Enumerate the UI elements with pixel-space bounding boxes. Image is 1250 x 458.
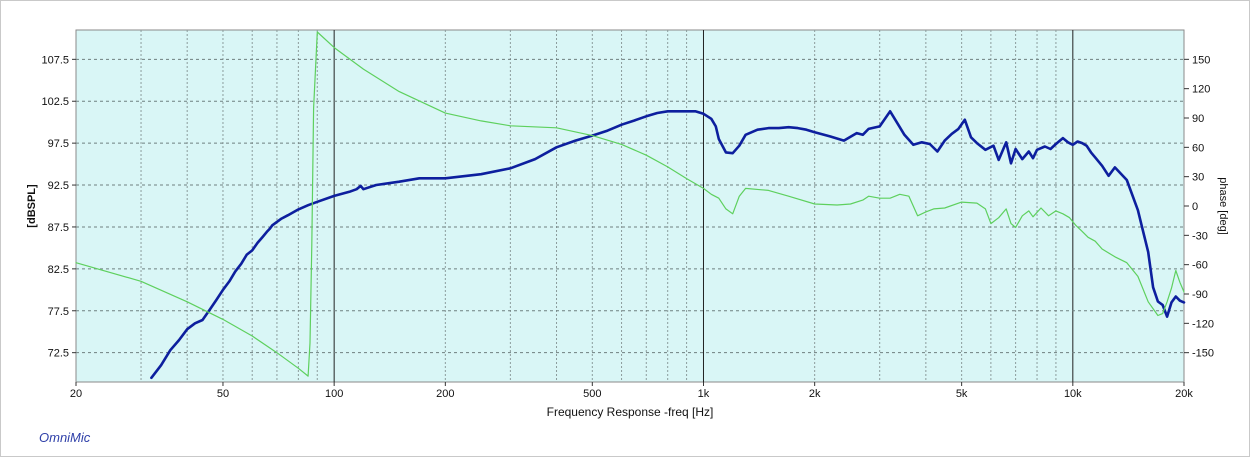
y2-tick-label: -30 <box>1192 230 1208 242</box>
y2-tick-label: 150 <box>1192 54 1210 66</box>
x-tick-label: 5k <box>956 388 968 400</box>
y2-tick-label: 120 <box>1192 84 1210 96</box>
y-tick-label: 82.5 <box>48 264 69 276</box>
y2-tick-label: 30 <box>1192 172 1204 184</box>
y2-tick-label: 0 <box>1192 201 1198 213</box>
y2-tick-label: 60 <box>1192 142 1204 154</box>
plot-area <box>75 29 1185 383</box>
y2-tick-label: -90 <box>1192 289 1208 301</box>
y-tick-label: 97.5 <box>48 138 69 150</box>
x-tick-label: 100 <box>325 388 343 400</box>
x-tick-label: 2k <box>809 388 821 400</box>
y2-axis-title: phase [deg] <box>1217 177 1229 235</box>
y-tick-label: 87.5 <box>48 222 69 234</box>
x-axis-title: Frequency Response -freq [Hz] <box>547 405 714 419</box>
x-tick-label: 50 <box>217 388 229 400</box>
y2-tick-label: -60 <box>1192 260 1208 272</box>
x-tick-label: 10k <box>1064 388 1082 400</box>
phase-series-line <box>75 31 1185 377</box>
y2-tick-label: -120 <box>1192 318 1214 330</box>
y-tick-label: 72.5 <box>48 348 69 360</box>
y-tick-label: 102.5 <box>41 96 69 108</box>
y-tick-label: 107.5 <box>41 54 69 66</box>
x-tick-label: 200 <box>436 388 454 400</box>
y-tick-label: 92.5 <box>48 180 69 192</box>
spl-series-line <box>150 110 1186 380</box>
y2-tick-label: -150 <box>1192 348 1214 360</box>
x-tick-label: 1k <box>698 388 710 400</box>
y-tick-label: 77.5 <box>48 306 69 318</box>
x-tick-label: 500 <box>583 388 601 400</box>
brand-label: OmniMic <box>39 430 91 445</box>
x-tick-label: 20 <box>70 388 82 400</box>
x-tick-label: 20k <box>1175 388 1193 400</box>
y2-tick-label: 90 <box>1192 113 1204 125</box>
y-axis-title: [dBSPL] <box>26 184 38 228</box>
